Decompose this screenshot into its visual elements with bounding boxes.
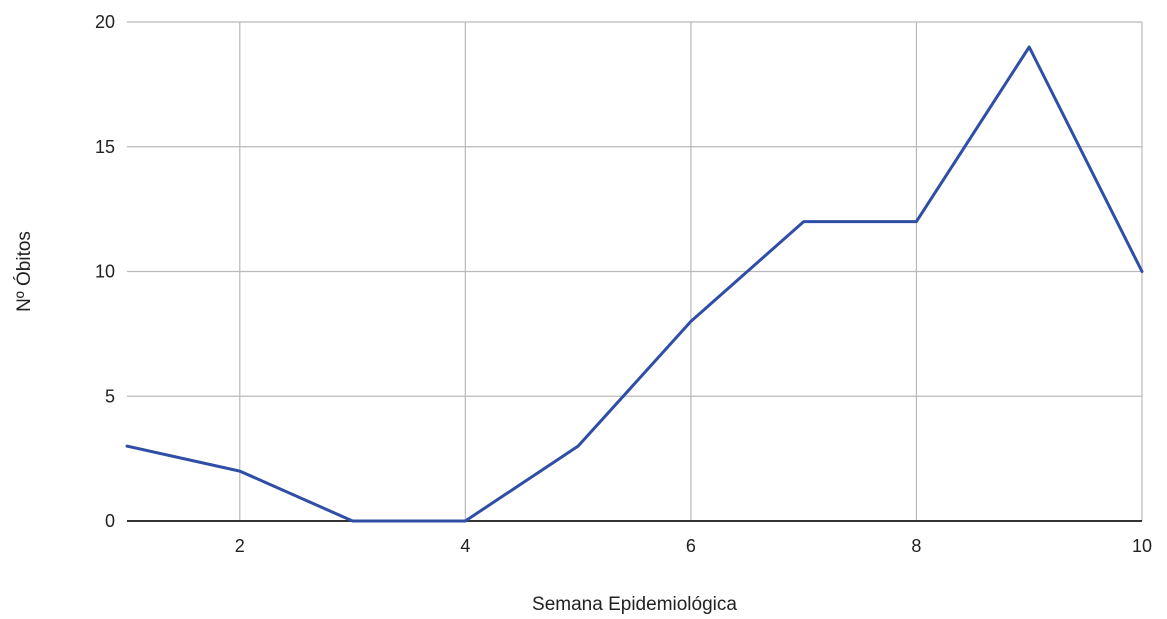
x-tick-label: 6	[686, 536, 696, 556]
grid	[127, 21, 1143, 521]
series-line	[125, 45, 1144, 523]
series-group	[125, 45, 1144, 523]
x-axis-title: Semana Epidemiológica	[532, 594, 737, 615]
x-tick-label: 2	[235, 536, 245, 556]
x-tick-label: 10	[1132, 536, 1152, 556]
x-tick-label: 8	[911, 536, 921, 556]
y-tick-label: 20	[95, 12, 115, 32]
x-tick-label: 4	[460, 536, 470, 556]
y-tick-label: 10	[95, 262, 115, 282]
y-axis-title: Nº Óbitos	[13, 231, 35, 312]
y-tick-label: 15	[95, 137, 115, 157]
x-tick-labels: 2 4 6 8 10	[235, 536, 1152, 556]
y-tick-labels: 0 5 10 15 20	[95, 12, 115, 531]
y-tick-label: 5	[105, 386, 115, 406]
y-tick-label: 0	[105, 511, 115, 531]
